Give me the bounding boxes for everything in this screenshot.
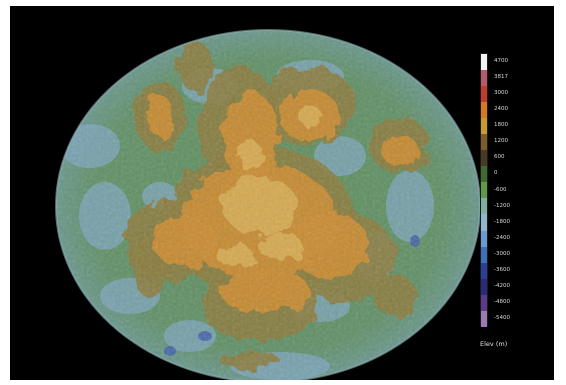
legend-swatch (481, 166, 487, 183)
legend-tick-label: 4700 (494, 58, 508, 65)
legend-tick-label: -1800 (494, 218, 510, 225)
legend-tick-label: 2400 (494, 106, 508, 113)
legend-tick-label: -4800 (494, 298, 510, 305)
legend-swatch (481, 102, 487, 119)
legend-tick-label: 3817 (494, 74, 508, 81)
legend-tick-label: -3000 (494, 250, 510, 257)
legend-tick-label: 0 (494, 170, 498, 177)
legend-tick-label: -1200 (494, 202, 510, 209)
legend-swatch (481, 54, 487, 71)
legend-tick-label: -4200 (494, 282, 510, 289)
legend-swatch (481, 134, 487, 151)
legend-swatch (481, 214, 487, 231)
legend-tick-label: 3000 (494, 90, 508, 97)
legend-swatch (481, 198, 487, 215)
legend-tick-label: -2400 (494, 234, 510, 241)
terrain-layer (56, 30, 480, 380)
legend-swatch (481, 262, 487, 279)
terrain-texture (56, 30, 480, 380)
legend-tick-label: 600 (494, 154, 505, 161)
legend-swatch (481, 246, 487, 263)
map-panel: 4700 3817 3000 2400 1800 1200 600 0 -600 -1200 -18… (10, 6, 554, 380)
legend-swatch (481, 118, 487, 135)
legend-unit-label: Elev (m) (480, 340, 508, 348)
legend-swatch (481, 70, 487, 87)
legend-tick-label: -600 (494, 186, 507, 193)
legend-swatch (481, 230, 487, 247)
legend-swatch (481, 278, 487, 295)
legend-swatch (481, 182, 487, 199)
legend-swatch (481, 150, 487, 167)
legend-tick-label: -3600 (494, 266, 510, 273)
legend-swatch (481, 86, 487, 103)
elevation-globe-map (55, 29, 481, 380)
legend-tick-label: 1800 (494, 122, 508, 129)
legend-tick-label: 1200 (494, 138, 508, 145)
legend-swatch (481, 310, 487, 327)
legend-swatch (481, 294, 487, 311)
legend-tick-label: -5400 (494, 314, 510, 321)
elevation-color-scale (480, 53, 488, 327)
elevation-legend: 4700 3817 3000 2400 1800 1200 600 0 -600 -1200 -18… (480, 53, 550, 363)
